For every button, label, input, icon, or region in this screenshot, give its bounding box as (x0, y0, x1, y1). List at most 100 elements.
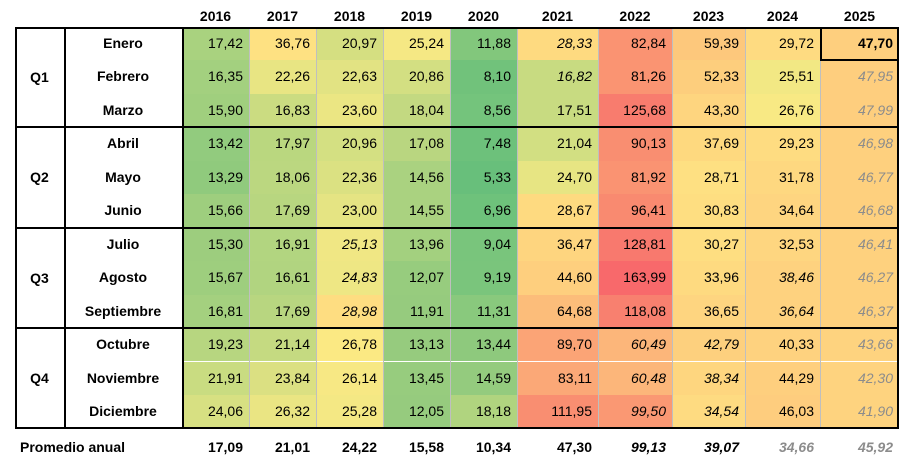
heatmap-cell: 21,04 (517, 127, 598, 161)
table-border (15, 427, 899, 430)
heatmap-cell: 26,14 (316, 361, 383, 395)
heatmap-cell: 33,96 (672, 261, 745, 295)
quarter-separator (15, 226, 899, 229)
heatmap-cell: 81,26 (598, 60, 672, 94)
heatmap-cell: 26,32 (249, 394, 316, 429)
quarter-separator (15, 126, 899, 129)
heatmap-cell: 12,07 (383, 261, 450, 295)
heatmap-cell: 14,56 (383, 160, 450, 195)
heatmap-cell: 60,48 (598, 361, 672, 395)
heatmap-cell: 23,60 (316, 93, 383, 128)
heatmap-cell: 89,70 (517, 328, 598, 362)
average-value: 99,13 (630, 439, 666, 455)
heatmap-cell: 28,71 (672, 160, 745, 195)
heatmap-cell: 18,06 (249, 160, 316, 195)
heatmap-cell: 96,41 (598, 194, 672, 228)
year-header: 2016 (199, 8, 232, 24)
average-value: 47,30 (556, 439, 592, 455)
heatmap-cell: 42,79 (672, 328, 745, 362)
heatmap-cell: 23,00 (316, 194, 383, 228)
average-value: 24,22 (341, 439, 377, 455)
heatmap-cell: 46,68 (820, 194, 899, 228)
average-value: 34,66 (778, 439, 814, 455)
quarter-label: Q2 (30, 169, 49, 186)
year-header: 2025 (843, 8, 876, 24)
heatmap-cell: 24,06 (182, 394, 249, 429)
month-label: Julio (106, 235, 140, 252)
highlight-border (820, 27, 822, 61)
heatmap-cell: 12,05 (383, 394, 450, 429)
heatmap-cell: 17,08 (383, 127, 450, 161)
heatmap-cell: 83,11 (517, 361, 598, 395)
heatmap-cell: 9,04 (450, 227, 517, 262)
heatmap-cell: 21,14 (249, 328, 316, 362)
heatmap-cell: 34,54 (672, 394, 745, 429)
heatmap-cell: 19,23 (182, 328, 249, 362)
heatmap-cell: 46,37 (820, 294, 899, 329)
heatmap-cell: 5,33 (450, 160, 517, 195)
quarter-label: Q4 (30, 370, 49, 387)
heatmap-cell: 36,47 (517, 227, 598, 262)
month-label: Octubre (96, 336, 150, 353)
year-header: 2023 (692, 8, 725, 24)
heatmap-cell: 13,29 (182, 160, 249, 195)
heatmap-cell: 11,31 (450, 294, 517, 329)
month-label: Diciembre (89, 402, 157, 419)
average-value: 39,07 (703, 439, 739, 455)
heatmap-cell: 16,81 (182, 294, 249, 329)
heatmap-cell: 15,30 (182, 227, 249, 262)
month-label: Febrero (96, 68, 150, 85)
heatmap-cell: 44,29 (745, 361, 820, 395)
heatmap-cell: 128,81 (598, 227, 672, 262)
heatmap-cell: 16,91 (249, 227, 316, 262)
average-value: 45,92 (857, 439, 893, 455)
heatmap-cell: 47,70 (820, 27, 899, 61)
month-label: Junio (104, 202, 142, 219)
average-label: Promedio anual (20, 439, 126, 455)
year-header: 2022 (619, 8, 651, 24)
heatmap-cell: 40,33 (745, 328, 820, 362)
heatmap-cell: 24,83 (316, 261, 383, 295)
heatmap-cell: 13,42 (182, 127, 249, 161)
heatmap-cell: 46,41 (820, 227, 899, 262)
heatmap-cell: 42,30 (820, 361, 899, 395)
heatmap-cell: 64,68 (517, 294, 598, 329)
month-label: Noviembre (86, 369, 160, 386)
heatmap-cell: 22,26 (249, 60, 316, 94)
heatmap-cell: 59,39 (672, 27, 745, 61)
table-border (15, 27, 899, 29)
heatmap-cell: 17,69 (249, 294, 316, 329)
heatmap-cell: 25,13 (316, 227, 383, 262)
heatmap-cell: 44,60 (517, 261, 598, 295)
heatmap-cell: 11,88 (450, 27, 517, 61)
heatmap-cell: 13,45 (383, 361, 450, 395)
heatmap-cell: 23,84 (249, 361, 316, 395)
heatmap-cell: 8,56 (450, 93, 517, 128)
heatmap-cell: 163,99 (598, 261, 672, 295)
heatmap-cell: 16,83 (249, 93, 316, 128)
heatmap-cell: 18,04 (383, 93, 450, 128)
month-label: Septiembre (84, 302, 162, 319)
heatmap-cell: 22,63 (316, 60, 383, 94)
heatmap-cell: 26,76 (745, 93, 820, 128)
heatmap-cell: 18,18 (450, 394, 517, 429)
heatmap-cell: 46,03 (745, 394, 820, 429)
heatmap-cell: 28,67 (517, 194, 598, 228)
heatmap-cell: 34,64 (745, 194, 820, 228)
heatmap-cell: 17,42 (182, 27, 249, 61)
heatmap-cell: 32,53 (745, 227, 820, 262)
heatmap-cell: 118,08 (598, 294, 672, 329)
heatmap-cell: 17,51 (517, 93, 598, 128)
heatmap-cell: 28,98 (316, 294, 383, 329)
heatmap-cell: 16,61 (249, 261, 316, 295)
heatmap-cell: 99,50 (598, 394, 672, 429)
average-value: 21,01 (274, 439, 310, 455)
quarter-label: Q1 (30, 69, 49, 85)
heatmap-cell: 46,77 (820, 160, 899, 195)
heatmap-cell: 13,13 (383, 328, 450, 362)
heatmap-cell: 9,19 (450, 261, 517, 295)
heatmap-cell: 43,30 (672, 93, 745, 128)
heatmap-cell: 7,48 (450, 127, 517, 161)
heatmap-cell: 25,24 (383, 27, 450, 61)
heatmap-cell: 47,95 (820, 60, 899, 94)
